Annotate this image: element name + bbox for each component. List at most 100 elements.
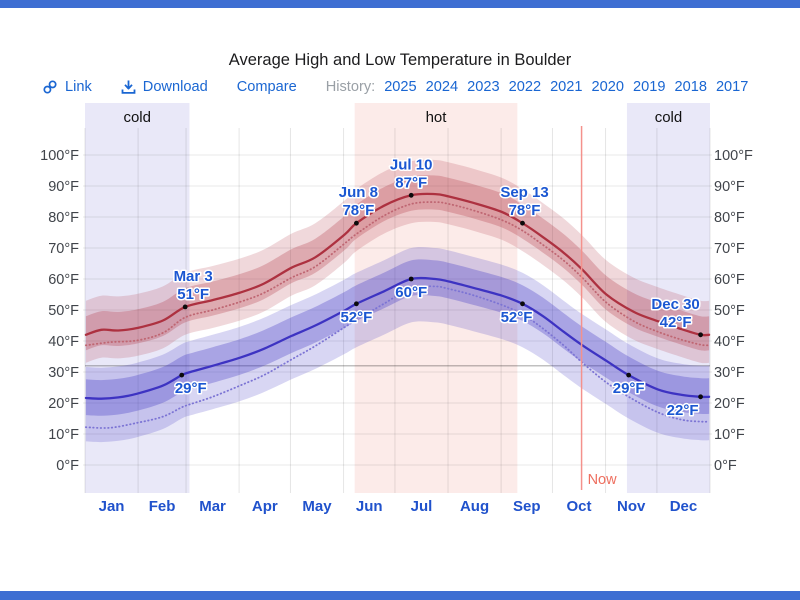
y-tick-left: 60°F [48, 272, 79, 288]
now-label: Now [588, 472, 618, 488]
annotation-dot [354, 301, 359, 307]
month-label-jan: Jan [99, 498, 125, 515]
annotation-dot [354, 220, 359, 226]
y-tick-right: 0°F [714, 458, 737, 474]
annotation-dot [182, 304, 188, 310]
annotation-date: Mar 3 [174, 268, 213, 285]
y-tick-right: 100°F [714, 148, 753, 164]
annotation-value: 51°F [177, 286, 209, 303]
y-tick-right: 20°F [714, 396, 745, 412]
history-year-link[interactable]: 2023 [467, 79, 500, 95]
annotation-dot [698, 394, 703, 400]
compare-button[interactable]: Compare [237, 79, 297, 95]
average-high-band-inner [85, 175, 710, 351]
annotation-value: 87°F [395, 174, 427, 191]
month-label-apr: Apr [252, 498, 278, 515]
month-label-feb: Feb [149, 498, 176, 515]
history-year-link[interactable]: 2024 [425, 79, 459, 95]
month-label-nov: Nov [617, 498, 646, 515]
download-label: Download [142, 79, 208, 95]
y-tick-left: 10°F [48, 427, 79, 443]
average-low-dotted-line [85, 285, 710, 429]
link-label: Link [65, 79, 92, 95]
month-label-sep: Sep [513, 498, 541, 515]
y-tick-right: 60°F [714, 272, 745, 288]
y-tick-left: 30°F [48, 365, 79, 381]
season-band-hot [354, 103, 518, 493]
y-tick-right: 30°F [714, 365, 745, 381]
history-year-link[interactable]: 2020 [591, 79, 624, 95]
annotation-date: Sep 13 [500, 184, 548, 201]
annotation-value: 60°F [395, 284, 427, 301]
month-label-mar: Mar [199, 498, 226, 515]
history-year-link[interactable]: 2018 [674, 79, 707, 95]
y-tick-right: 90°F [714, 179, 745, 195]
annotation-value: 42°F [660, 314, 692, 331]
month-label-jul: Jul [411, 498, 433, 515]
history-year-link[interactable]: 2019 [633, 79, 666, 95]
annotation-value: 52°F [340, 309, 372, 326]
download-button[interactable]: Download [121, 79, 208, 95]
annotation-value: 29°F [175, 380, 207, 397]
month-label-jun: Jun [356, 498, 383, 515]
y-tick-right: 10°F [714, 427, 745, 443]
y-tick-right: 50°F [714, 303, 745, 319]
annotation-value: 52°F [501, 309, 533, 326]
annotation-value: 29°F [613, 380, 645, 397]
history-year-links: 2025 2024 2023 2022 2021 2020 2019 2018 2017 [384, 79, 748, 95]
annotation-date: Jun 8 [339, 184, 378, 201]
season-band-cold [626, 103, 710, 493]
y-tick-left: 80°F [48, 210, 79, 226]
history-year-link[interactable]: 2022 [508, 79, 542, 95]
y-tick-right: 80°F [714, 210, 745, 226]
season-label-cold: cold [655, 109, 683, 126]
annotation-dot [408, 192, 414, 198]
y-tick-left: 70°F [48, 241, 79, 257]
history-year-link[interactable]: 2017 [715, 79, 749, 95]
annotation-value: 78°F [342, 202, 374, 219]
y-tick-right: 70°F [714, 241, 745, 257]
average-low-band-outer [85, 246, 710, 443]
annotation-dot [520, 220, 525, 226]
toolbar: Link Download Compare History: 2025 2024 2… [42, 79, 748, 95]
plot-area[interactable] [85, 128, 710, 493]
month-label-aug: Aug [460, 498, 489, 515]
compare-label: Compare [236, 79, 297, 95]
history-section: History: 2025 2024 2023 2022 2021 2020 2019 201… [326, 79, 749, 95]
history-year-link[interactable]: 2021 [550, 79, 583, 95]
season-label-cold: cold [123, 109, 151, 126]
annotation-dot [698, 332, 703, 338]
average-low-band-inner [85, 259, 710, 416]
history-year-link[interactable]: 2025 [384, 79, 417, 95]
top-divider-bar [0, 0, 800, 8]
y-tick-left: 50°F [48, 303, 79, 319]
season-band-cold [85, 103, 190, 493]
annotation-date: Dec 30 [651, 296, 699, 313]
y-tick-left: 0°F [56, 458, 79, 474]
link-button[interactable]: Link [42, 79, 92, 95]
annotation-dot [520, 301, 525, 307]
y-tick-left: 40°F [48, 334, 79, 350]
annotation-dot [626, 372, 632, 378]
annotation-date: Jul 10 [390, 156, 433, 173]
annotation-dot [408, 276, 414, 282]
download-icon [121, 79, 136, 95]
average-high-band-outer [85, 159, 710, 364]
month-label-oct: Oct [566, 498, 591, 515]
y-tick-right: 40°F [714, 334, 745, 350]
month-label-dec: Dec [670, 498, 698, 515]
bottom-divider-bar [0, 591, 800, 600]
y-tick-left: 20°F [48, 396, 79, 412]
y-tick-left: 100°F [40, 148, 79, 164]
annotation-value: 78°F [509, 202, 541, 219]
season-label-hot: hot [426, 109, 448, 126]
page-title: Average High and Low Temperature in Boul… [228, 51, 572, 69]
month-label-may: May [302, 498, 332, 515]
history-label: History: [325, 79, 376, 95]
link-icon [42, 79, 58, 95]
annotation-value: 22°F [667, 402, 699, 419]
y-tick-left: 90°F [48, 179, 79, 195]
annotation-dot [179, 372, 185, 378]
average-high-dotted-line [85, 201, 710, 347]
